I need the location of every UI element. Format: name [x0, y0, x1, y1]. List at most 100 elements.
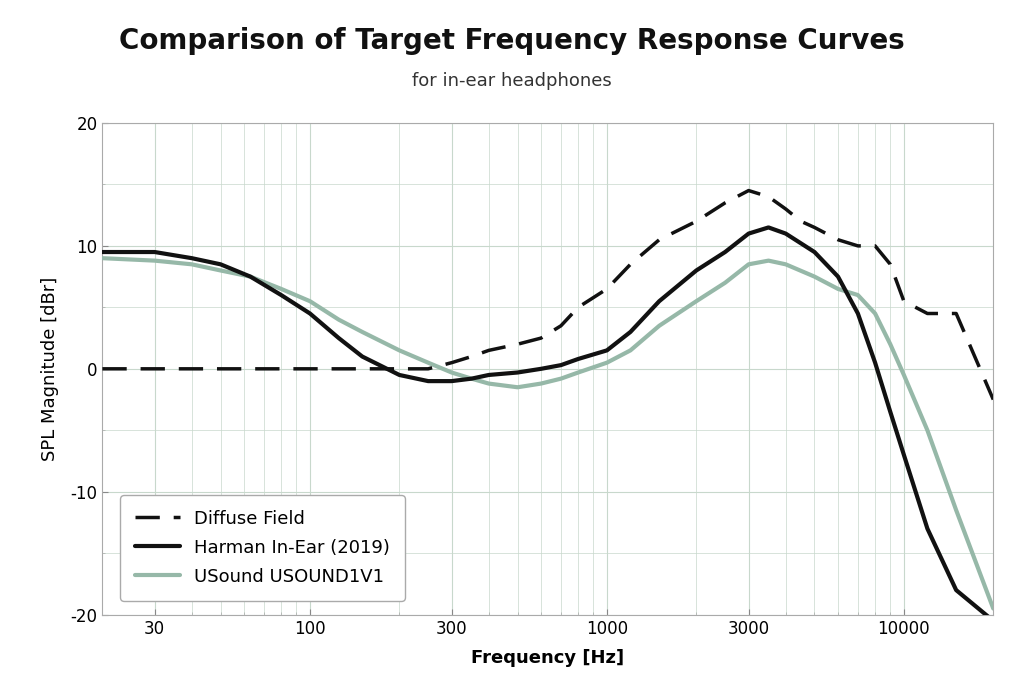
X-axis label: Frequency [Hz]: Frequency [Hz] — [471, 649, 625, 667]
Y-axis label: SPL Magnitude [dBr]: SPL Magnitude [dBr] — [41, 277, 59, 461]
Harman In-Ear (2019) — [148, 248, 161, 256]
USound USOUND1V1 — [884, 340, 896, 348]
Harman In-Ear (2019) — [742, 229, 755, 238]
Harman In-Ear (2019) — [482, 371, 495, 379]
Harman In-Ear (2019) — [987, 617, 999, 625]
USound USOUND1V1 — [214, 266, 226, 275]
Harman In-Ear (2019) — [535, 365, 547, 373]
Diffuse Field — [304, 365, 316, 373]
Diffuse Field — [555, 322, 567, 330]
USound USOUND1V1 — [96, 254, 109, 262]
USound USOUND1V1 — [898, 371, 910, 379]
USound USOUND1V1 — [275, 285, 288, 293]
Line: Diffuse Field: Diffuse Field — [102, 191, 993, 400]
Diffuse Field — [898, 297, 910, 305]
Diffuse Field — [482, 346, 495, 354]
Diffuse Field — [96, 365, 109, 373]
Harman In-Ear (2019) — [779, 229, 792, 238]
USound USOUND1V1 — [719, 279, 731, 287]
USound USOUND1V1 — [356, 328, 369, 336]
Harman In-Ear (2019) — [690, 266, 702, 275]
Diffuse Field — [869, 242, 882, 250]
Text: for in-ear headphones: for in-ear headphones — [412, 72, 612, 89]
Harman In-Ear (2019) — [572, 355, 585, 363]
USound USOUND1V1 — [869, 309, 882, 318]
USound USOUND1V1 — [572, 368, 585, 376]
Harman In-Ear (2019) — [719, 248, 731, 256]
USound USOUND1V1 — [831, 285, 844, 293]
USound USOUND1V1 — [148, 257, 161, 265]
Harman In-Ear (2019) — [445, 377, 458, 385]
Diffuse Field — [742, 186, 755, 195]
Harman In-Ear (2019) — [869, 359, 882, 367]
Diffuse Field — [852, 242, 864, 250]
USound USOUND1V1 — [779, 260, 792, 268]
Diffuse Field — [831, 236, 844, 244]
Diffuse Field — [779, 205, 792, 213]
Harman In-Ear (2019) — [393, 371, 406, 379]
USound USOUND1V1 — [808, 273, 820, 281]
USound USOUND1V1 — [601, 359, 613, 367]
Harman In-Ear (2019) — [898, 451, 910, 459]
Diffuse Field — [762, 193, 774, 201]
USound USOUND1V1 — [625, 346, 637, 354]
Diffuse Field — [795, 217, 807, 225]
Diffuse Field — [987, 395, 999, 404]
Diffuse Field — [511, 340, 523, 348]
USound USOUND1V1 — [987, 604, 999, 613]
Harman In-Ear (2019) — [884, 408, 896, 416]
USound USOUND1V1 — [465, 374, 477, 382]
USound USOUND1V1 — [690, 297, 702, 305]
Diffuse Field — [572, 303, 585, 311]
Diffuse Field — [653, 236, 666, 244]
USound USOUND1V1 — [245, 273, 257, 281]
Diffuse Field — [445, 359, 458, 367]
Harman In-Ear (2019) — [245, 273, 257, 281]
Harman In-Ear (2019) — [762, 223, 774, 232]
Text: Comparison of Target Frequency Response Curves: Comparison of Target Frequency Response … — [119, 27, 905, 55]
Line: Harman In-Ear (2019): Harman In-Ear (2019) — [102, 227, 993, 621]
Diffuse Field — [808, 223, 820, 232]
Harman In-Ear (2019) — [831, 273, 844, 281]
Harman In-Ear (2019) — [922, 525, 934, 533]
USound USOUND1V1 — [950, 506, 963, 514]
USound USOUND1V1 — [555, 374, 567, 382]
Harman In-Ear (2019) — [555, 361, 567, 370]
Diffuse Field — [884, 260, 896, 268]
USound USOUND1V1 — [482, 380, 495, 388]
USound USOUND1V1 — [653, 322, 666, 330]
Diffuse Field — [356, 365, 369, 373]
Legend: Diffuse Field, Harman In-Ear (2019), USound USOUND1V1: Diffuse Field, Harman In-Ear (2019), USo… — [121, 495, 404, 601]
Harman In-Ear (2019) — [96, 248, 109, 256]
Diffuse Field — [393, 365, 406, 373]
Diffuse Field — [535, 334, 547, 342]
USound USOUND1V1 — [511, 383, 523, 391]
Line: USound USOUND1V1: USound USOUND1V1 — [102, 258, 993, 609]
Harman In-Ear (2019) — [275, 291, 288, 299]
Harman In-Ear (2019) — [304, 309, 316, 318]
USound USOUND1V1 — [922, 426, 934, 434]
USound USOUND1V1 — [742, 260, 755, 268]
Diffuse Field — [719, 199, 731, 207]
Diffuse Field — [625, 260, 637, 268]
Harman In-Ear (2019) — [185, 254, 198, 262]
Diffuse Field — [690, 217, 702, 225]
Diffuse Field — [214, 365, 226, 373]
Diffuse Field — [950, 309, 963, 318]
Harman In-Ear (2019) — [333, 334, 345, 342]
Diffuse Field — [422, 365, 434, 373]
Harman In-Ear (2019) — [808, 248, 820, 256]
USound USOUND1V1 — [422, 359, 434, 367]
Harman In-Ear (2019) — [601, 346, 613, 354]
USound USOUND1V1 — [393, 346, 406, 354]
USound USOUND1V1 — [333, 316, 345, 324]
Harman In-Ear (2019) — [511, 368, 523, 376]
Harman In-Ear (2019) — [653, 297, 666, 305]
Diffuse Field — [148, 365, 161, 373]
Harman In-Ear (2019) — [214, 260, 226, 268]
Harman In-Ear (2019) — [950, 586, 963, 594]
Harman In-Ear (2019) — [852, 309, 864, 318]
Harman In-Ear (2019) — [422, 377, 434, 385]
USound USOUND1V1 — [535, 380, 547, 388]
USound USOUND1V1 — [185, 260, 198, 268]
